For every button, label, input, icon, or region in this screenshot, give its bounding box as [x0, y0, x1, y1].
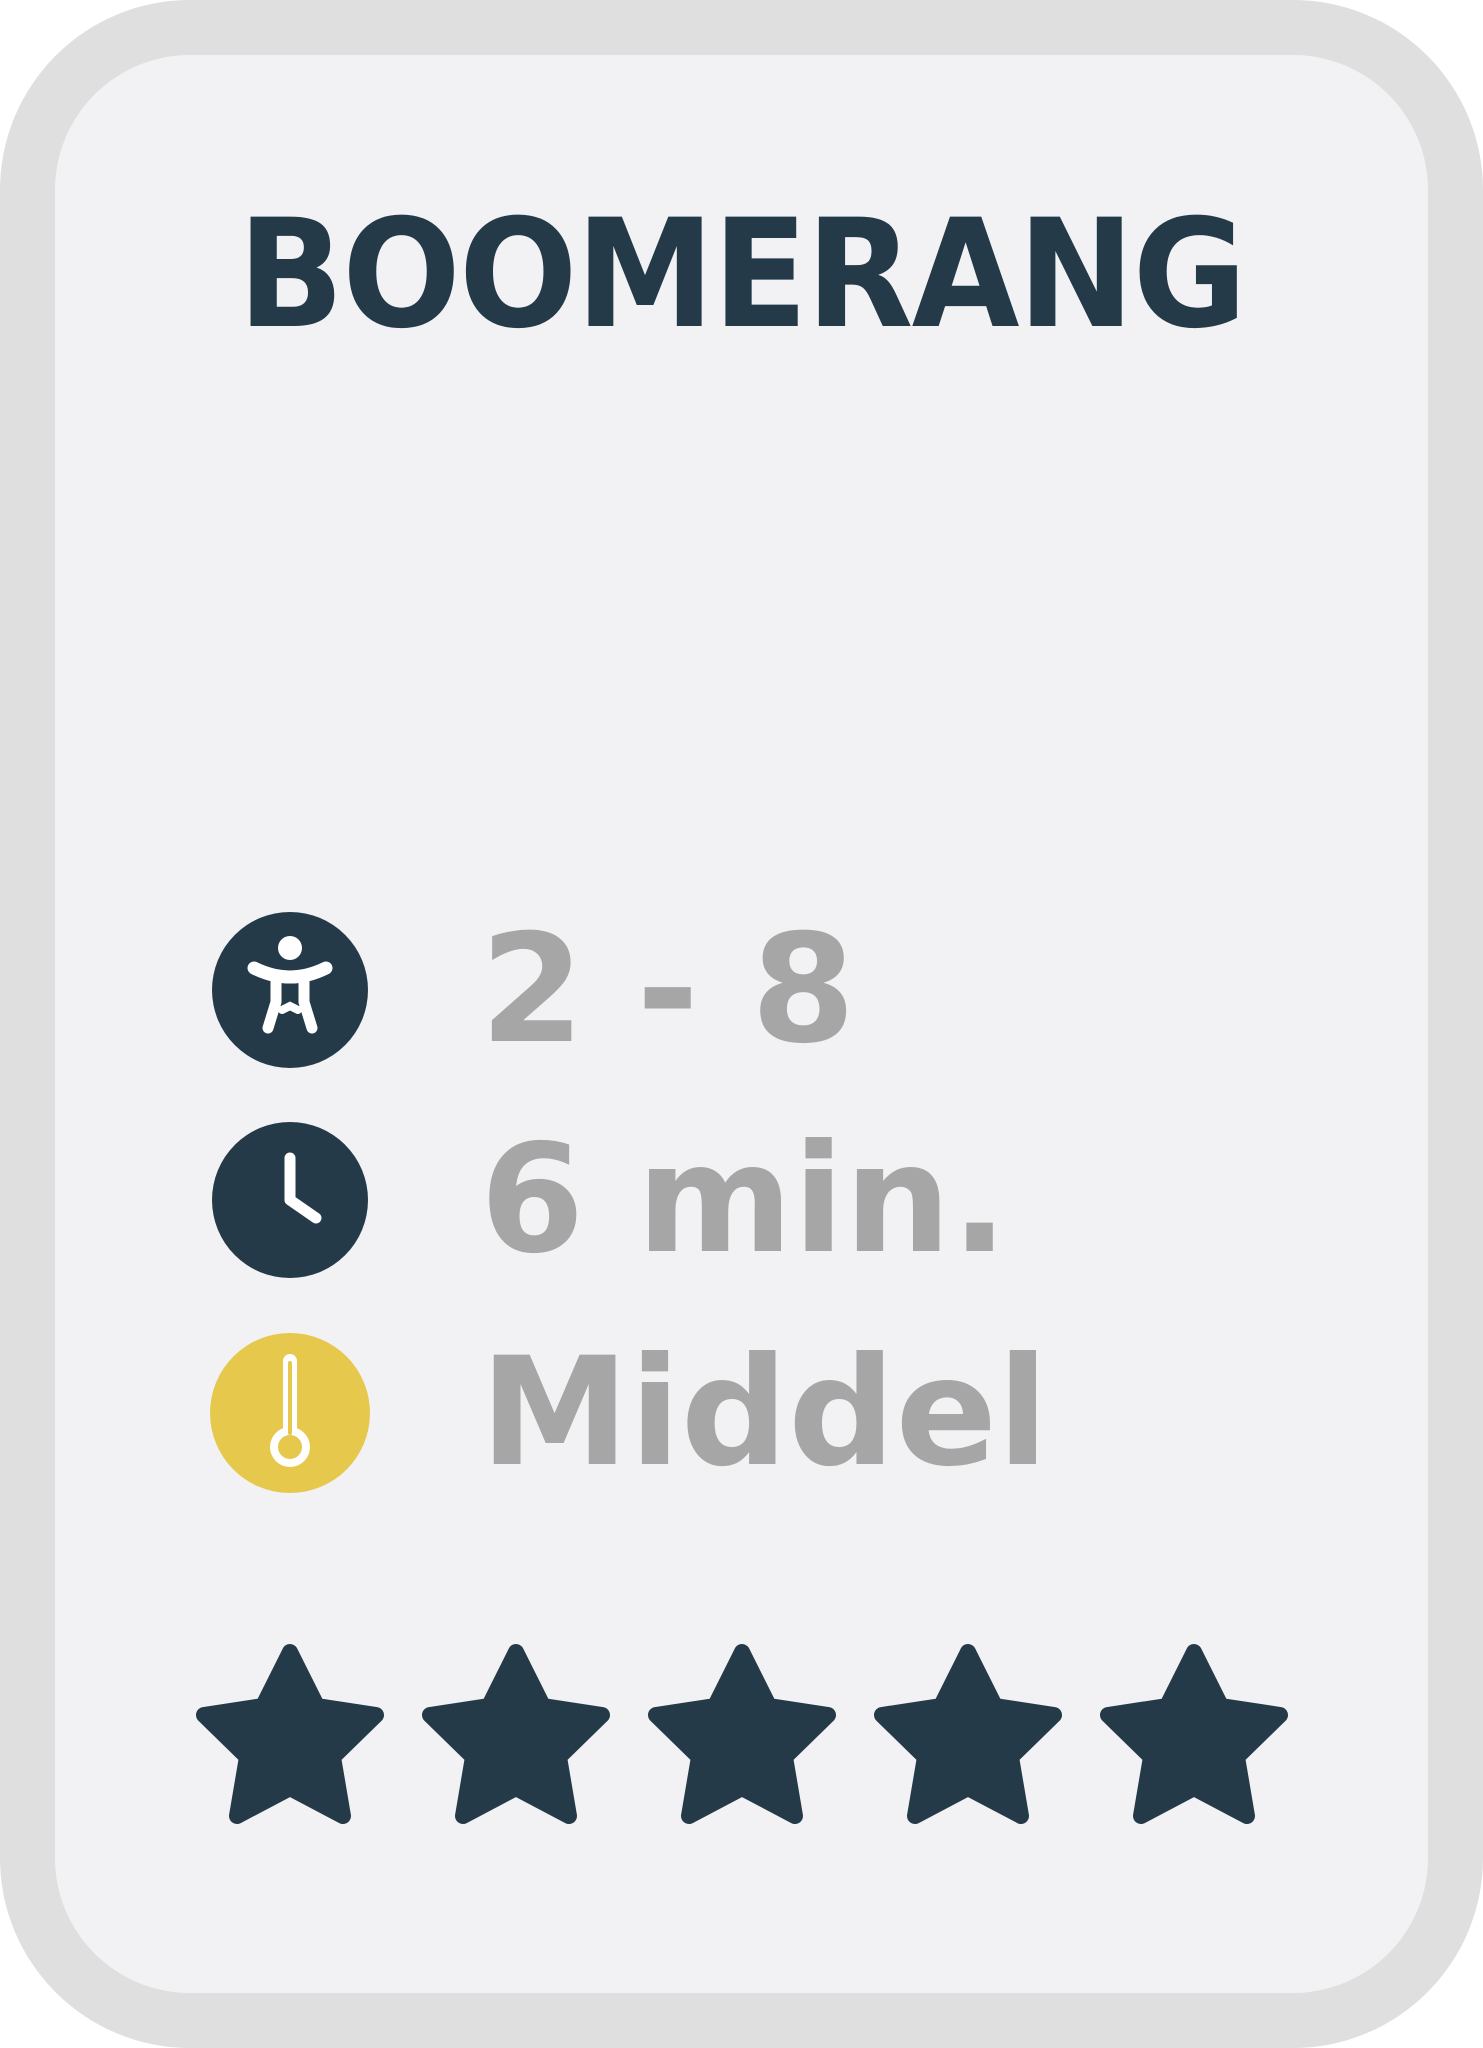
duration-row: 6 min.: [210, 1120, 1310, 1280]
star-icon: [422, 1644, 610, 1824]
thermometer-icon: [210, 1333, 370, 1493]
star-icon: [648, 1644, 836, 1824]
duration-value: 6 min.: [480, 1113, 1009, 1287]
clock-icon: [212, 1122, 368, 1278]
difficulty-value: Middel: [480, 1326, 1049, 1500]
star-icon: [1100, 1644, 1288, 1824]
rating-stars: [190, 1640, 1300, 1840]
star-icon: [196, 1644, 384, 1824]
players-row: 2 - 8: [210, 910, 1310, 1070]
star-icon: [874, 1644, 1062, 1824]
difficulty-row: Middel: [210, 1333, 1310, 1493]
players-value: 2 - 8: [480, 903, 856, 1077]
person-icon: [212, 912, 368, 1068]
game-title: BOOMERANG: [237, 188, 1247, 362]
